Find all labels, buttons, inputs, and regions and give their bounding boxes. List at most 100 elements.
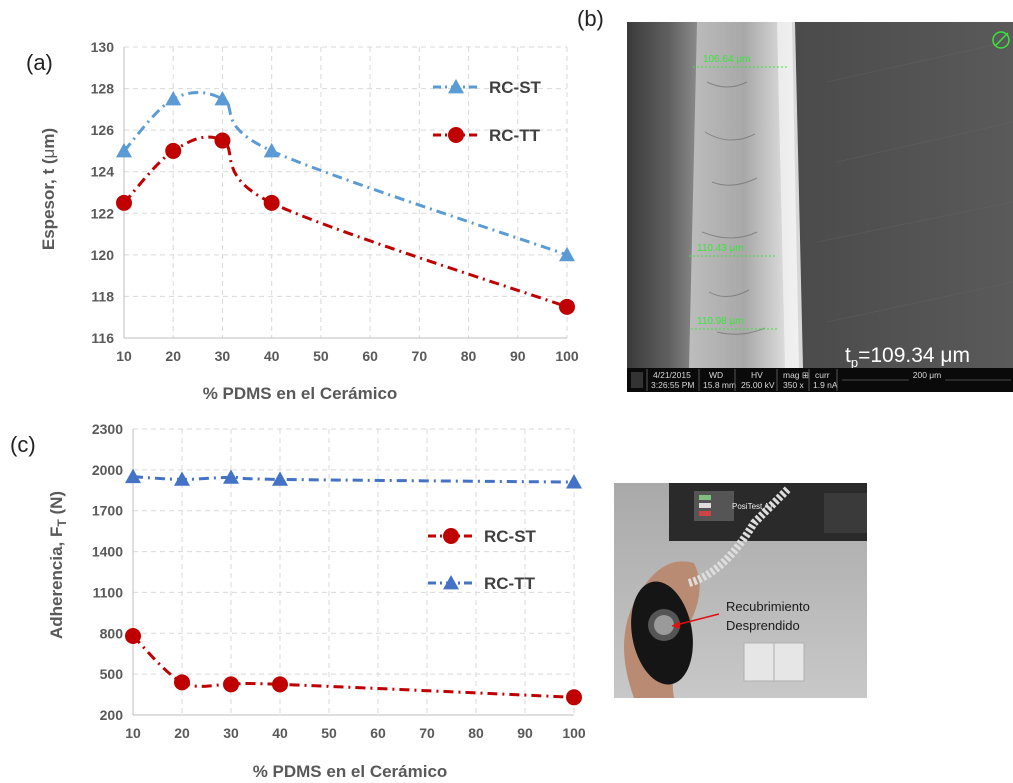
y-tick-label: 1400 xyxy=(92,544,123,560)
y-tick-label: 1100 xyxy=(93,584,124,600)
series-line xyxy=(131,634,575,699)
y-tick-label: 800 xyxy=(100,625,124,641)
x-tick-label: 80 xyxy=(468,725,484,741)
chart-a: 116 118 120 122 124 126 128 130 10 20 30 40 50 60 70 8… xyxy=(39,39,579,403)
y-tick-label: 116 xyxy=(91,330,114,346)
data-point xyxy=(566,474,582,489)
x-tick-label: 20 xyxy=(174,725,190,741)
adhesion-test-photo: PosiTest AT Recubrimiento Desprendido xyxy=(614,483,867,698)
data-point xyxy=(116,142,132,158)
y-tick-label: 200 xyxy=(100,707,124,723)
chart-a-legend: RC-ST RC-TT xyxy=(433,78,542,145)
data-point xyxy=(174,471,190,486)
x-tick-label: 90 xyxy=(517,725,533,741)
sem-measurement-3: 110.98 μm xyxy=(697,316,744,327)
svg-text:350 x: 350 x xyxy=(783,380,805,390)
x-tick-label: 30 xyxy=(223,725,239,741)
data-point xyxy=(214,132,231,149)
y-tick-label: 2300 xyxy=(92,421,123,437)
data-point xyxy=(223,676,239,693)
data-point xyxy=(263,194,280,211)
svg-text:200 μm: 200 μm xyxy=(913,370,942,380)
x-tick-label: 90 xyxy=(510,348,526,364)
legend-marker xyxy=(443,528,459,544)
x-tick-label: 100 xyxy=(562,725,586,741)
legend-label: RC-TT xyxy=(489,126,541,145)
x-tick-label: 20 xyxy=(165,348,181,364)
data-point xyxy=(165,90,182,106)
data-point xyxy=(559,246,575,262)
y-tick-label: 1700 xyxy=(92,503,123,519)
svg-text:15.8 mm: 15.8 mm xyxy=(703,380,736,390)
y-tick-label: 120 xyxy=(91,247,115,263)
y-tick-label: 2000 xyxy=(92,462,123,478)
series-rc-tt xyxy=(116,132,575,315)
data-point xyxy=(566,689,582,706)
scan-rotation-icon xyxy=(992,31,1010,49)
svg-text:3:26:55 PM: 3:26:55 PM xyxy=(651,380,694,390)
svg-text:HV: HV xyxy=(751,370,763,380)
data-point xyxy=(165,142,182,159)
series-rc-st xyxy=(116,90,575,262)
chart-c-y-ticks: 200 500 800 1100 1400 1700 2000 2300 xyxy=(92,421,123,723)
sem-measurement-1: 106.64 μm xyxy=(703,54,750,65)
series-rc-tt xyxy=(125,468,582,489)
x-tick-label: 40 xyxy=(264,348,280,364)
panel-label-b: (b) xyxy=(577,6,604,31)
data-point xyxy=(214,90,231,106)
y-tick-label: 118 xyxy=(91,288,114,304)
data-point xyxy=(263,142,280,158)
series-line xyxy=(122,135,568,309)
chart-c-y-axis-title: Adherencia, FT (N) xyxy=(47,491,69,639)
data-point xyxy=(223,469,239,484)
panel-label-c: (c) xyxy=(10,432,36,457)
svg-text:1.9 nA: 1.9 nA xyxy=(813,380,838,390)
x-tick-label: 70 xyxy=(412,348,428,364)
y-tick-label: 124 xyxy=(91,164,115,180)
panel-label-a: (a) xyxy=(26,50,53,75)
series-line xyxy=(122,90,568,257)
sem-info-bar: 4/21/2015 3:26:55 PM WD 15.8 mm HV 25.00… xyxy=(651,370,941,390)
x-tick-label: 100 xyxy=(555,348,579,364)
sem-measurement-2: 110.43 μm xyxy=(697,243,744,254)
photo-annotation-line-2: Desprendido xyxy=(726,618,800,633)
legend-marker xyxy=(448,79,464,94)
x-tick-label: 80 xyxy=(461,348,477,364)
legend-label: RC-TT xyxy=(484,574,536,593)
x-tick-label: 10 xyxy=(116,348,132,364)
photo-annotation-line-1: Recubrimiento xyxy=(726,599,810,614)
chart-c: 200 500 800 1100 1400 1700 2000 2300 10 20 30 40 50… xyxy=(47,421,586,781)
data-point xyxy=(125,628,141,645)
x-tick-label: 70 xyxy=(419,725,435,741)
y-tick-label: 130 xyxy=(91,39,115,55)
chart-a-series xyxy=(116,90,575,315)
chart-c-series xyxy=(125,468,582,706)
data-point xyxy=(272,676,288,693)
chart-a-y-axis-title: Espesor, t (μm) xyxy=(39,128,58,250)
chart-a-x-axis-title: % PDMS en el Cerámico xyxy=(203,384,398,403)
data-point xyxy=(559,298,575,315)
x-tick-label: 50 xyxy=(321,725,337,741)
chart-a-y-ticks: 116 118 120 122 124 126 128 130 xyxy=(91,39,115,346)
data-point xyxy=(125,468,141,484)
chart-c-x-ticks: 10 20 30 40 50 60 70 80 90 100 xyxy=(125,725,586,741)
y-tick-label: 128 xyxy=(91,81,115,97)
svg-text:curr: curr xyxy=(815,370,830,380)
svg-text:4/21/2015: 4/21/2015 xyxy=(653,370,691,380)
data-point xyxy=(116,194,132,211)
y-tick-label: 126 xyxy=(91,122,115,138)
sem-micrograph: 106.64 μm 110.43 μm 110.98 μm tp=109.34 … xyxy=(627,22,1013,392)
x-tick-label: 60 xyxy=(362,348,378,364)
chart-c-grid xyxy=(132,428,575,716)
chart-c-x-axis-title: % PDMS en el Cerámico xyxy=(253,762,448,781)
legend-label: RC-ST xyxy=(489,78,542,97)
x-tick-label: 10 xyxy=(125,725,141,741)
chart-a-x-ticks: 10 20 30 40 50 60 70 80 90 100 xyxy=(116,348,579,364)
chart-c-legend: RC-ST RC-TT xyxy=(428,527,537,593)
svg-text:mag ⊞: mag ⊞ xyxy=(783,370,809,380)
x-tick-label: 60 xyxy=(370,725,386,741)
x-tick-label: 50 xyxy=(313,348,329,364)
data-point xyxy=(174,674,190,691)
legend-marker xyxy=(448,127,464,143)
legend-label: RC-ST xyxy=(484,527,537,546)
